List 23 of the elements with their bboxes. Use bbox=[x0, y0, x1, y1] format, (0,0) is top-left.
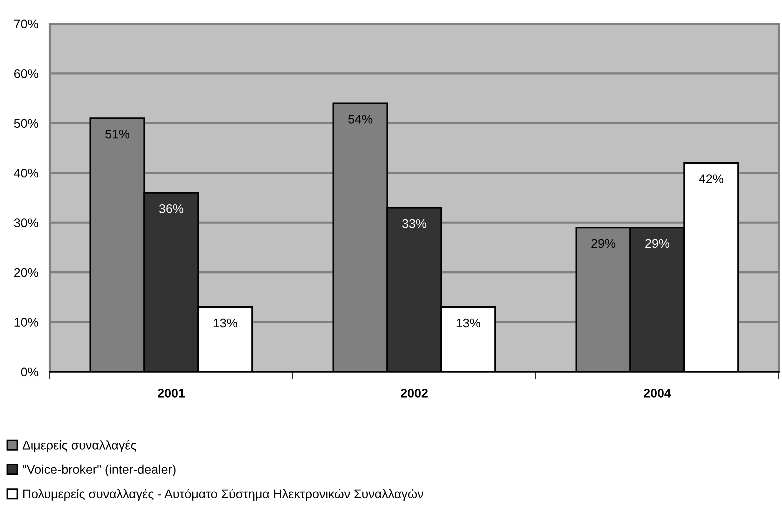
data-label: 36% bbox=[159, 204, 184, 214]
x-tick-label: 2001 bbox=[158, 388, 186, 398]
data-label: 13% bbox=[456, 318, 481, 328]
legend-label: Πολυμερείς συναλλαγές - Αυτόματο Σύστημα Ηλεκτρονικών Συναλλαγών bbox=[24, 489, 424, 502]
x-tick-label: 2002 bbox=[401, 388, 428, 398]
y-tick-label: 70% bbox=[14, 20, 38, 29]
y-tick-label: 20% bbox=[14, 268, 38, 278]
y-tick-label: 10% bbox=[14, 318, 38, 327]
y-tick-label: 30% bbox=[14, 218, 38, 228]
y-tick-label: 50% bbox=[14, 119, 38, 128]
data-label: 42% bbox=[699, 174, 724, 184]
data-label: 29% bbox=[592, 239, 616, 248]
data-label: 13% bbox=[214, 318, 238, 328]
y-tick-label: 60% bbox=[14, 70, 38, 78]
data-label: 54% bbox=[348, 115, 373, 124]
y-tick-label: 0% bbox=[21, 368, 38, 377]
legend-label: Διμερείς συναλλαγές bbox=[22, 440, 136, 452]
data-label: 51% bbox=[106, 130, 130, 139]
data-label: 33% bbox=[402, 219, 427, 228]
legend-label: "Voice-broker" (inter-dealer) bbox=[23, 464, 176, 477]
data-label: 29% bbox=[646, 239, 670, 248]
y-tick-label: 40% bbox=[14, 168, 38, 178]
x-tick-label: 2004 bbox=[644, 388, 672, 398]
